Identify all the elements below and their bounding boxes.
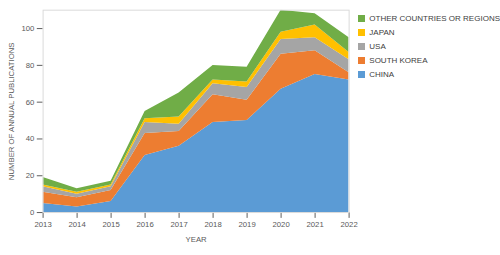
svg-text:2016: 2016 <box>136 220 153 229</box>
svg-text:2018: 2018 <box>204 220 221 229</box>
svg-text:2020: 2020 <box>272 220 289 229</box>
svg-text:2019: 2019 <box>238 220 255 229</box>
svg-text:2014: 2014 <box>68 220 86 229</box>
svg-text:40: 40 <box>26 134 35 143</box>
svg-text:2015: 2015 <box>102 220 119 229</box>
svg-text:YEAR: YEAR <box>186 235 207 244</box>
svg-text:20: 20 <box>26 171 35 180</box>
html-text:JAPAN: JAPAN <box>369 28 395 37</box>
svg-text:2021: 2021 <box>306 220 323 229</box>
svg-text:NUMBER OF ANNUAL PUBLICATIONS: NUMBER OF ANNUAL PUBLICATIONS <box>7 43 16 181</box>
html-text:OTHER COUNTRIES OR REGIONS: OTHER COUNTRIES OR REGIONS <box>369 14 500 23</box>
svg-text:100: 100 <box>21 24 34 33</box>
svg-text:60: 60 <box>26 98 35 107</box>
html-text:CHINA: CHINA <box>369 70 395 79</box>
svg-text:80: 80 <box>26 61 35 70</box>
svg-text:0: 0 <box>30 208 34 217</box>
svg-text:2022: 2022 <box>340 220 357 229</box>
html-text:SOUTH KOREA: SOUTH KOREA <box>369 56 428 65</box>
svg-text:2013: 2013 <box>34 220 51 229</box>
html-text:USA: USA <box>369 42 386 51</box>
svg-text:2017: 2017 <box>170 220 187 229</box>
